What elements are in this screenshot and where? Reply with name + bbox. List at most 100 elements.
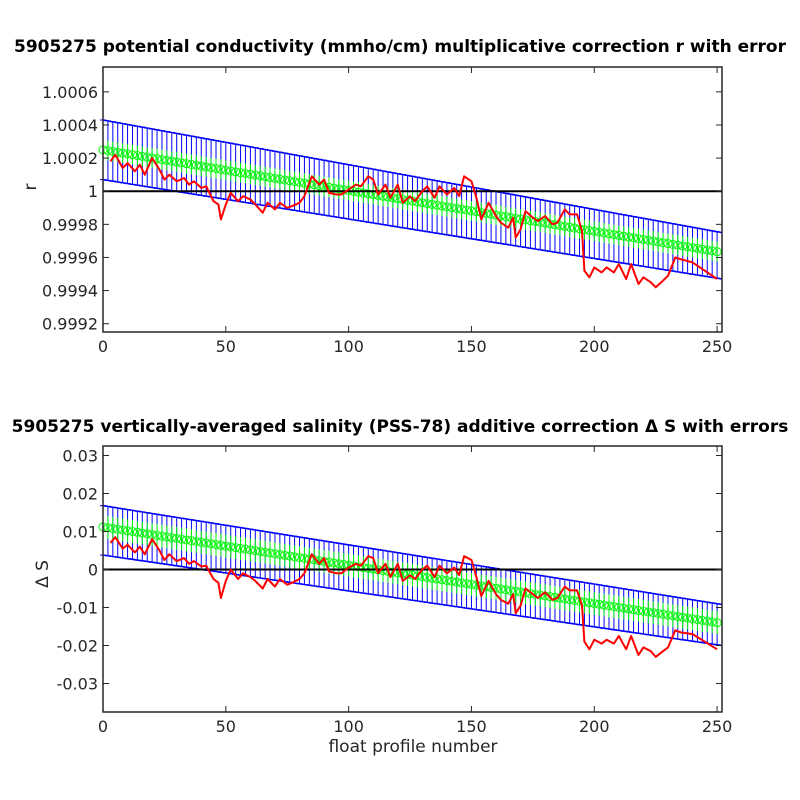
salinity-fit-point	[707, 617, 717, 627]
salinity-fit-point	[619, 603, 629, 613]
salinity-fit-point	[560, 594, 570, 604]
salinity-fit-point	[442, 576, 452, 586]
salinity-fit-point	[501, 585, 511, 595]
conductivity-fit-point	[688, 243, 698, 253]
salinity-fit-point	[688, 614, 698, 624]
conductivity-fit-point	[221, 165, 231, 175]
salinity-fit-point	[511, 586, 521, 596]
salinity-fit-point	[584, 598, 594, 608]
conductivity-fit-point	[378, 191, 388, 201]
salinity-fit-point	[447, 576, 457, 586]
salinity-fit-point	[683, 613, 693, 623]
salinity-fit-point	[412, 571, 422, 581]
conductivity-plot-area: 0 50 100 150 200 250 0.9992 0.9994 0.9996 0.9998 1…	[42, 66, 732, 356]
conductivity-fit-point	[231, 167, 241, 177]
conductivity-fit-point	[530, 217, 540, 227]
conductivity-y-tick-label: 0.9996	[42, 248, 98, 267]
salinity-x-tick-label: 0	[98, 717, 108, 736]
conductivity-fit-point	[584, 225, 594, 235]
conductivity-fit-point	[132, 151, 142, 161]
salinity-fit-point	[123, 526, 133, 536]
salinity-chart-title: 5905275 vertically-averaged salinity (PS…	[12, 417, 789, 437]
conductivity-lower-bound-line	[102, 178, 723, 280]
salinity-fit-point	[673, 612, 683, 622]
conductivity-fit-point	[643, 235, 653, 245]
salinity-fit-point	[108, 523, 118, 533]
salinity-fit-point	[221, 541, 231, 551]
salinity-fit-point	[462, 579, 472, 589]
conductivity-fit-point	[702, 245, 712, 255]
salinity-fit-point	[236, 543, 246, 553]
conductivity-fit-point	[516, 214, 526, 224]
conductivity-fit-point	[658, 238, 668, 248]
salinity-y-tick-label: 0.02	[62, 485, 98, 504]
salinity-fit-point	[157, 531, 167, 541]
salinity-fit-point	[275, 550, 285, 560]
conductivity-fit-point	[206, 163, 216, 173]
conductivity-fit-point	[147, 153, 157, 163]
salinity-fit-point	[570, 595, 580, 605]
conductivity-fit-point	[555, 221, 565, 231]
salinity-fit-point	[437, 575, 447, 585]
salinity-fit-point	[594, 599, 604, 609]
salinity-fit-point	[658, 609, 668, 619]
salinity-fit-point	[270, 549, 280, 559]
conductivity-fit-point	[511, 213, 521, 223]
conductivity-fit-point	[540, 218, 550, 228]
conductivity-fit-point	[633, 234, 643, 244]
salinity-fit-point	[638, 606, 648, 616]
salinity-fit-point	[668, 611, 678, 621]
salinity-fit-point	[697, 615, 707, 625]
conductivity-y-axis-label: r	[21, 184, 41, 191]
conductivity-fit-point	[363, 189, 373, 199]
salinity-fit-point	[290, 552, 300, 562]
conductivity-y-tick-label: 0.9992	[42, 315, 98, 334]
conductivity-fit-point	[358, 188, 368, 198]
salinity-fit-point	[417, 572, 427, 582]
salinity-fit-point	[137, 528, 147, 538]
salinity-fit-point	[432, 574, 442, 584]
salinity-fit-point	[383, 566, 393, 576]
salinity-fit-point	[614, 602, 624, 612]
conductivity-fit-point	[255, 171, 265, 181]
conductivity-fit-point	[137, 151, 147, 161]
salinity-fit-point	[329, 558, 339, 568]
salinity-fit-point	[599, 600, 609, 610]
conductivity-fit-point	[240, 168, 250, 178]
conductivity-fit-point	[314, 181, 324, 191]
conductivity-fit-point	[673, 240, 683, 250]
salinity-fit-point	[466, 579, 476, 589]
salinity-x-tick-label: 150	[456, 717, 487, 736]
salinity-fit-point	[506, 586, 516, 596]
conductivity-fit-point	[250, 170, 260, 180]
salinity-fit-point	[255, 546, 265, 556]
conductivity-fit-point	[457, 204, 467, 214]
salinity-plot-area: 0 50 100 150 200 250 -0.03 -0.02 -0.01 0 0.01 0.02 0…	[57, 445, 732, 736]
salinity-fit-point	[118, 525, 128, 535]
salinity-fit-point	[702, 616, 712, 626]
salinity-fit-point	[624, 604, 634, 614]
salinity-fit-point	[629, 605, 639, 615]
conductivity-fit-point	[683, 242, 693, 252]
salinity-fit-point	[422, 572, 432, 582]
conductivity-upper-bound-line	[102, 119, 723, 234]
salinity-fit-point	[299, 553, 309, 563]
conductivity-fit-point	[491, 210, 501, 220]
conductivity-correction-chart: 5905275 potential conductivity (mmho/cm)…	[14, 37, 787, 356]
salinity-y-tick-label: -0.01	[57, 599, 98, 618]
conductivity-fit-point	[466, 206, 476, 216]
conductivity-y-tick-label: 1.0004	[42, 116, 98, 135]
salinity-fit-point	[643, 607, 653, 617]
conductivity-fit-point	[629, 233, 639, 243]
salinity-axes-box	[102, 445, 723, 713]
conductivity-fit-point	[550, 220, 560, 230]
salinity-fit-point	[182, 535, 192, 545]
conductivity-fit-point	[157, 155, 167, 165]
salinity-fit-point	[545, 592, 555, 602]
conductivity-fit-point	[447, 203, 457, 213]
conductivity-fit-point	[172, 157, 182, 167]
salinity-profile-correction-line	[109, 536, 718, 658]
conductivity-fit-point	[663, 239, 673, 249]
salinity-fit-point	[191, 536, 201, 546]
salinity-correction-chart: 5905275 vertically-averaged salinity (PS…	[12, 417, 789, 757]
